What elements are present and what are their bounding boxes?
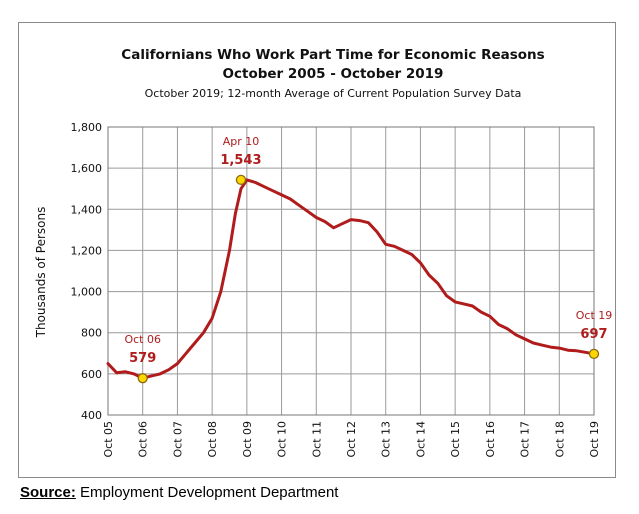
- annotation-date: Oct 19: [576, 309, 613, 322]
- plot-area: [106, 178, 596, 380]
- series-line: [106, 178, 596, 380]
- x-tick-label: Oct 18: [553, 421, 566, 458]
- annotation-value: 1,543: [220, 153, 261, 168]
- source-text: Employment Development Department: [75, 484, 339, 501]
- x-tick-label: Oct 19: [588, 421, 601, 458]
- source-label: Source:: [20, 484, 76, 501]
- annotation-marker: [137, 373, 148, 384]
- y-tick-label: 1,600: [71, 162, 103, 175]
- y-tick-label: 1,200: [71, 244, 103, 257]
- grid: [107, 126, 595, 416]
- x-tick-label: Oct 06: [137, 421, 150, 458]
- y-tick-label: 400: [81, 409, 102, 422]
- plot-border: [107, 126, 595, 416]
- x-tick-label: Oct 05: [102, 421, 115, 458]
- x-tick-label: Oct 15: [449, 421, 462, 458]
- y-axis-label: Thousands of Persons: [34, 207, 48, 339]
- annotation-date: Apr 10: [223, 135, 260, 148]
- y-axis: 400 600 800 1,000 1,200 1,400 1,600 1,800: [71, 121, 103, 422]
- annotation-value: 579: [129, 351, 156, 366]
- x-axis: Oct 05 Oct 06 Oct 07 Oct 08 Oct 09 Oct 10 Oct …: [102, 421, 601, 458]
- y-tick-label: 800: [81, 327, 102, 340]
- x-tick-label: Oct 11: [310, 421, 323, 458]
- chart-note: October 2019; 12-month Average of Curren…: [145, 87, 522, 100]
- annotation-marker: [588, 348, 600, 360]
- line-chart: Californians Who Work Part Time for Econ…: [34, 47, 613, 458]
- chart-subtitle: October 2005 - October 2019: [223, 66, 444, 82]
- x-tick-label: Oct 14: [414, 421, 427, 458]
- annotations: Oct 06 579 Apr 10 1,543 Oct 19 697: [124, 135, 613, 384]
- x-tick-label: Oct 10: [276, 421, 289, 458]
- y-tick-label: 1,400: [71, 203, 103, 216]
- x-tick-label: Oct 07: [171, 421, 184, 458]
- annotation-date: Oct 06: [124, 333, 161, 346]
- y-tick-label: 600: [81, 368, 102, 381]
- x-tick-label: Oct 13: [380, 421, 393, 458]
- x-tick-label: Oct 12: [345, 421, 358, 458]
- x-tick-label: Oct 09: [241, 421, 254, 458]
- chart-frame: Californians Who Work Part Time for Econ…: [18, 22, 616, 478]
- y-tick-label: 1,800: [71, 121, 103, 134]
- x-tick-label: Oct 08: [206, 421, 219, 458]
- x-tick-label: Oct 17: [519, 421, 532, 458]
- chart-title: Californians Who Work Part Time for Econ…: [121, 47, 544, 63]
- x-tick-label: Oct 16: [484, 421, 497, 458]
- source-note: Source: Employment Development Departmen…: [20, 484, 338, 501]
- annotation-marker: [235, 174, 247, 186]
- y-tick-label: 1,000: [71, 286, 103, 299]
- annotation-value: 697: [580, 327, 607, 342]
